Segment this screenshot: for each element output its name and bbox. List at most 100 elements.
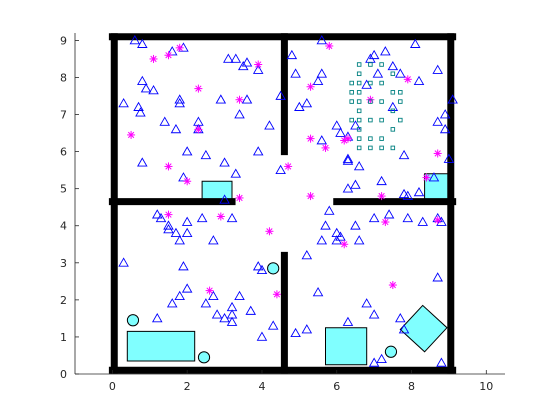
triangle-point (219, 157, 230, 167)
triangle-point (395, 312, 406, 323)
x-tick-label: 6 (333, 380, 340, 393)
square-point (356, 145, 362, 151)
triangle-point (402, 190, 414, 200)
square-point (349, 99, 354, 104)
square-point (368, 80, 373, 86)
square-point (356, 99, 362, 104)
triangle-point (439, 123, 451, 134)
triangle-point (226, 316, 238, 326)
obstacles-layer (126, 173, 450, 366)
triangle-point (163, 224, 174, 234)
square-point (368, 145, 373, 151)
triangle-point (402, 212, 414, 223)
square-point (390, 71, 396, 77)
star-point (306, 134, 315, 143)
triangle-point (417, 216, 429, 226)
square-point (398, 99, 403, 104)
triangle-point (409, 38, 421, 48)
triangle-point (140, 83, 152, 93)
y-tick-label: 4 (60, 220, 67, 233)
triangle-point (163, 220, 174, 230)
triangle-point (353, 161, 365, 171)
square-point (356, 90, 362, 95)
star-point (205, 286, 214, 295)
triangle-point (137, 157, 148, 167)
rect-obstacle (201, 180, 233, 201)
star-point (164, 162, 173, 171)
star-point (265, 227, 274, 236)
triangle-point (275, 90, 286, 100)
star-point (175, 43, 184, 52)
triangle-point (342, 153, 354, 163)
square-point (356, 80, 362, 86)
triangle-point (443, 153, 455, 163)
axes-layer: 0 2 4 6 8 10 0 1 2 3 4 5 6 7 8 9 (60, 33, 505, 393)
triangle-point (413, 186, 425, 197)
circle-obstacle (197, 351, 211, 364)
triangle-point (170, 227, 182, 237)
triangle-point (174, 98, 185, 108)
triangle-point (252, 64, 264, 74)
y-tick-label: 6 (60, 146, 67, 159)
triangle-point (398, 149, 410, 160)
triangle-point (398, 324, 410, 334)
y-tick-label: 8 (60, 71, 67, 84)
markers-layer (118, 35, 458, 367)
x-tick-label: 0 (109, 380, 116, 393)
square-point (349, 117, 354, 123)
y-tick-label: 1 (60, 331, 67, 344)
triangle-point (301, 324, 313, 334)
y-tick-label: 9 (60, 34, 67, 47)
triangle-point (432, 272, 443, 282)
triangle-point (301, 98, 313, 108)
triangle-point (181, 146, 193, 156)
star-point (433, 216, 442, 225)
triangle-point (432, 64, 443, 74)
triangle-point (335, 127, 346, 137)
square-point (356, 127, 362, 132)
triangle-point (350, 120, 361, 130)
triangle-point (368, 309, 380, 319)
square-point (390, 127, 396, 132)
star-point (340, 240, 349, 249)
triangle-point (290, 68, 301, 78)
triangle-point (129, 35, 141, 45)
triangle-point (368, 212, 380, 223)
square-point (368, 117, 373, 123)
triangle-point (316, 68, 328, 78)
y-tick-label: 7 (60, 109, 67, 122)
triangle-point (155, 212, 167, 223)
star-point (403, 75, 412, 84)
triangle-point (178, 261, 189, 271)
triangle-point (380, 46, 391, 56)
triangle-point (256, 331, 268, 341)
triangle-point (159, 116, 171, 126)
circle-obstacle (267, 262, 280, 275)
triangle-point (223, 53, 234, 63)
walls-layer (108, 33, 457, 374)
square-point (398, 90, 403, 95)
star-point (381, 218, 390, 227)
square-point (379, 145, 384, 151)
square-point (368, 136, 373, 141)
star-point (321, 143, 330, 152)
triangle-point (301, 249, 313, 260)
triangle-point (316, 35, 328, 45)
triangle-point (350, 220, 361, 230)
star-point (164, 51, 173, 60)
star-point (377, 192, 386, 201)
triangle-point (368, 49, 380, 60)
triangle-point (230, 168, 242, 178)
triangle-point (208, 290, 219, 300)
star-point (194, 84, 203, 93)
triangle-point (133, 101, 144, 111)
triangle-point (215, 94, 227, 104)
triangle-point (447, 94, 458, 104)
triangle-point (413, 75, 425, 86)
star-point (194, 125, 203, 134)
triangle-point (376, 353, 387, 363)
square-point (368, 99, 373, 104)
square-point (356, 71, 362, 77)
x-tick-label: 4 (258, 380, 265, 393)
